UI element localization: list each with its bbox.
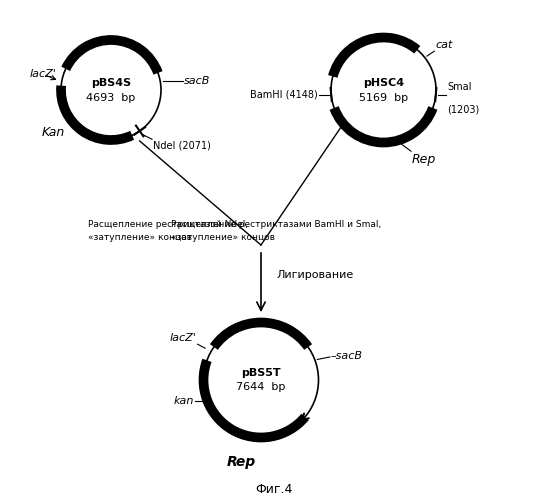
Text: 5169  bp: 5169 bp <box>359 92 408 102</box>
Text: Kan: Kan <box>42 126 65 140</box>
Text: lacZ': lacZ' <box>30 70 57 80</box>
Text: lacZ': lacZ' <box>170 333 196 343</box>
Text: BamHI (4148): BamHI (4148) <box>250 90 318 100</box>
Text: –sacB: –sacB <box>331 352 363 362</box>
Text: SmaI: SmaI <box>447 82 472 92</box>
Text: Фиг.4: Фиг.4 <box>255 483 292 496</box>
Text: Расщепление рестриктазой NdeI,: Расщепление рестриктазой NdeI, <box>89 220 249 229</box>
Text: «затупление» концов: «затупление» концов <box>171 232 275 241</box>
Text: Расщепление рестриктазами BamHI и SmaI,: Расщепление рестриктазами BamHI и SmaI, <box>171 220 381 229</box>
Text: kan: kan <box>173 396 194 406</box>
Text: Rep: Rep <box>226 455 255 469</box>
Text: sacB: sacB <box>184 76 210 86</box>
Text: «затупление» концов: «затупление» концов <box>89 232 193 241</box>
Text: Лигирование: Лигирование <box>276 270 353 280</box>
Text: pBS4S: pBS4S <box>91 78 131 88</box>
Text: pBS5T: pBS5T <box>241 368 281 378</box>
Text: cat: cat <box>436 40 453 50</box>
Text: Rep: Rep <box>412 152 436 166</box>
Text: NdeI (2071): NdeI (2071) <box>153 140 211 150</box>
Text: 7644  bp: 7644 bp <box>236 382 286 392</box>
Text: pHSC4: pHSC4 <box>363 78 404 88</box>
Text: (1203): (1203) <box>447 105 480 115</box>
Text: 4693  bp: 4693 bp <box>86 92 136 102</box>
